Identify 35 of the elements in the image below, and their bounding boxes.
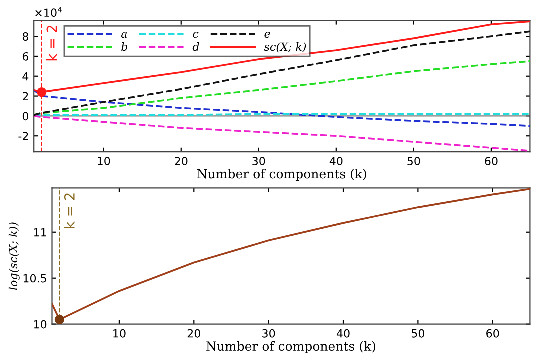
y-tick-label: 8 <box>22 32 28 41</box>
y-tick-label: 4 <box>22 72 29 81</box>
y-tick-label: 0 <box>22 112 28 121</box>
y-tick-label: 2 <box>22 92 28 101</box>
x-tick-label: 40 <box>336 329 350 338</box>
line-series <box>34 89 530 128</box>
legend-label: c <box>193 32 199 38</box>
y-tick-label: 11 <box>34 228 46 237</box>
legend-label: b <box>122 42 128 52</box>
legend-label: e <box>264 32 270 38</box>
x-axis-title: Number of components (k) <box>206 341 376 354</box>
ref-line-label: k = 2 <box>46 26 58 61</box>
ref-line-label: k = 2 <box>64 194 75 228</box>
x-tick-label: 60 <box>485 157 498 166</box>
x-tick-label: 20 <box>188 329 200 338</box>
x-tick-label: 50 <box>408 157 420 166</box>
y-axis-title: log(sc(X; k)) <box>8 222 20 290</box>
x-tick-label: 60 <box>486 329 500 338</box>
x-tick-label: 50 <box>412 329 425 338</box>
legend-label: sc(X; k) <box>264 42 306 53</box>
x-tick-label: 30 <box>262 329 276 338</box>
x-tick-label: 10 <box>114 329 126 338</box>
x-tick-label: 10 <box>98 157 110 166</box>
x-tick-label: 30 <box>252 157 266 166</box>
x-tick-label: 40 <box>330 157 343 166</box>
text: ×10$^{4}$ <box>36 7 62 18</box>
y-tick-label: 10.5 <box>24 274 46 283</box>
y-tick-label: 10 <box>34 320 47 329</box>
y-tick-label: 6 <box>22 52 29 61</box>
x-axis-title: Number of components (k) <box>198 169 366 182</box>
line-series <box>34 30 530 116</box>
legend-label: d <box>192 42 200 52</box>
x-tick-label: 20 <box>175 157 188 166</box>
y-tick-label: -2 <box>18 132 28 140</box>
legend-label: a <box>122 32 128 38</box>
